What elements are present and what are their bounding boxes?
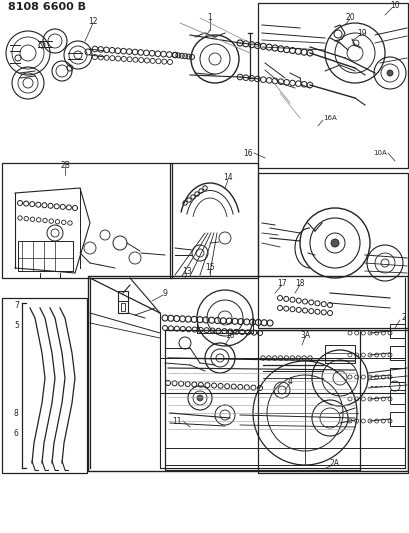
Text: 2A: 2A [329,458,339,467]
Bar [18,241,73,271]
Bar [324,345,354,363]
Bar [389,412,404,426]
Text: 6: 6 [14,429,19,438]
Bar [257,3,407,168]
Text: 12: 12 [88,17,97,26]
Text: 20: 20 [344,12,354,21]
Text: 10: 10 [389,2,399,11]
Bar [121,303,125,311]
Text: 15: 15 [204,262,214,271]
Circle shape [330,239,338,247]
Text: 2B: 2B [60,161,70,171]
Circle shape [196,395,202,401]
Text: 5: 5 [14,320,19,329]
Text: 8: 8 [14,408,19,417]
Text: 10A: 10A [372,150,386,156]
Text: 10: 10 [225,330,234,340]
Text: 17: 17 [276,279,286,287]
Text: 18: 18 [294,279,304,287]
Bar [389,368,404,382]
Bar [2,298,87,473]
Text: 19: 19 [356,28,366,37]
Text: 16: 16 [243,149,252,157]
Text: 1: 1 [207,13,212,22]
Bar [389,324,404,338]
Text: 14: 14 [222,174,232,182]
Text: 7: 7 [14,301,19,310]
Bar [170,163,257,278]
Text: 11: 11 [172,416,182,425]
Circle shape [386,70,392,76]
Bar [118,291,128,313]
Text: 4: 4 [287,376,292,385]
Bar [2,163,172,278]
Bar [257,330,407,473]
Bar [389,390,404,404]
Bar [164,330,359,470]
Bar [389,346,404,360]
Text: 8108 6600 B: 8108 6600 B [8,2,86,12]
Text: 3A: 3A [299,330,309,340]
Text: 9: 9 [162,288,167,297]
Text: 16A: 16A [322,115,336,121]
Bar [88,276,407,471]
Bar [257,173,407,328]
Text: 2: 2 [401,313,406,322]
Text: 13: 13 [182,266,191,276]
